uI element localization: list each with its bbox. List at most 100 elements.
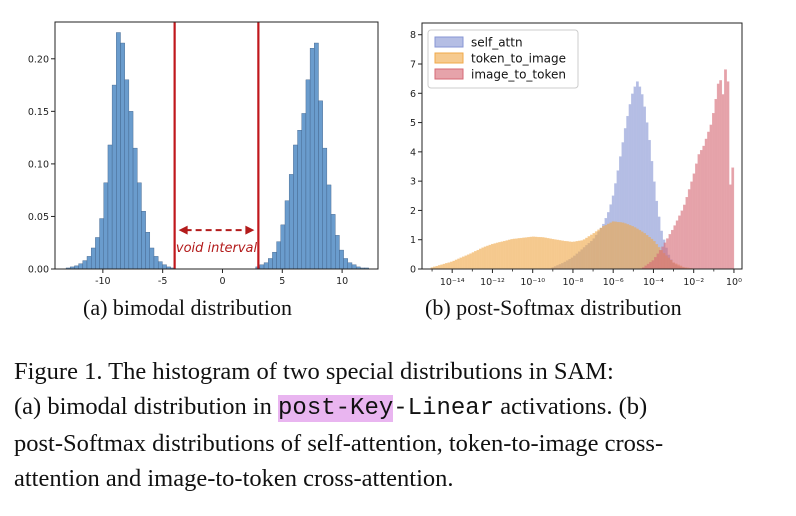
histogram-bar: [549, 238, 552, 270]
plot-frame-b: [421, 22, 743, 270]
histogram-bar: [479, 248, 482, 270]
histogram-bar: [663, 242, 667, 270]
histogram-bar: [524, 237, 528, 270]
histogram-bar: [726, 81, 730, 270]
histogram-bar: [702, 145, 706, 270]
histogram-bar: [486, 245, 489, 270]
histogram-bar: [575, 241, 579, 270]
histogram-bar: [546, 238, 550, 270]
histogram-bar: [288, 174, 294, 270]
histogram-bar: [442, 263, 446, 270]
histogram-bar: [293, 144, 298, 270]
caption-code-linear: -Linear: [393, 395, 495, 422]
histogram-bar: [330, 214, 336, 270]
histogram-bar: [297, 130, 302, 270]
caption-line-2-post: activations. (b): [494, 393, 648, 420]
histogram-bar: [611, 221, 615, 270]
histogram-bar: [671, 229, 674, 270]
histogram-bar: [495, 242, 499, 270]
histogram-bar: [602, 226, 605, 270]
histogram-bar: [599, 227, 603, 270]
legend-swatch-token-to-image: [434, 52, 464, 64]
histogram-bar: [656, 253, 660, 270]
histogram-bar: [532, 236, 535, 270]
caption-line-2-pre: (a) bimodal distribution in: [14, 393, 279, 420]
histogram-bar: [452, 260, 456, 270]
histogram-bar: [654, 257, 657, 270]
histogram-bar: [95, 237, 100, 270]
histogram-bar: [466, 254, 470, 270]
histogram-bar: [728, 184, 732, 270]
histogram-bar: [536, 236, 540, 270]
histogram-bar: [731, 167, 735, 270]
x-tick-label: -10: [95, 276, 111, 287]
x-tick-label: 10⁻²: [683, 277, 704, 288]
histogram-bar: [697, 154, 701, 270]
histogram-bar: [658, 250, 662, 270]
histogram-bar: [132, 147, 138, 270]
histogram-bar: [512, 238, 516, 270]
histogram-bar: [301, 113, 307, 270]
histogram-bar: [561, 240, 564, 270]
y-tick-label: 2: [410, 206, 416, 217]
x-tick-label: 5: [279, 276, 285, 287]
histogram-bar: [675, 220, 679, 270]
histogram-bar: [678, 215, 681, 270]
histogram-bar: [347, 262, 353, 270]
histogram-bar: [510, 239, 514, 270]
histogram-bar: [680, 210, 684, 270]
y-tick-label: 5: [410, 118, 416, 129]
plot-frame-a: [54, 21, 379, 270]
histogram-bar: [507, 239, 511, 270]
histogram-bar: [544, 237, 547, 270]
histogram-bar: [573, 241, 576, 270]
histogram-bar: [335, 235, 340, 270]
figure-caption: Figure 1. The histogram of two special d…: [14, 354, 784, 496]
histogram-bar: [450, 261, 453, 270]
histogram-bar: [614, 221, 617, 270]
histogram-bar: [120, 42, 125, 270]
histogram-bar: [690, 181, 694, 270]
histogram-bar: [592, 233, 596, 270]
chart-a-bimodal: void interval 0.00 0.05 0.10 0.15 0.20 -10 -5 0 5…: [28, 21, 379, 287]
histogram-bar: [563, 240, 567, 270]
histogram-bar: [534, 236, 538, 270]
histogram-bar: [445, 263, 448, 270]
y-tick-label: 0.20: [28, 54, 49, 65]
y-tick-label: 0.05: [28, 212, 49, 223]
histogram-bar: [635, 228, 639, 270]
subcaption-b: (b) post-Softmax distribution: [425, 295, 682, 320]
histogram-bar: [651, 260, 655, 270]
histogram-bar: [551, 238, 555, 270]
figure-1: void interval 0.00 0.05 0.10 0.15 0.20 -10 -5 0 5…: [28, 21, 743, 288]
legend-label-token-to-image: token_to_image: [471, 52, 566, 66]
histogram-bar: [515, 238, 518, 270]
histogram-bar: [343, 258, 348, 270]
histogram-bar: [631, 226, 634, 270]
histogram-bar: [145, 232, 151, 270]
caption-line-2: (a) bimodal distribution in post-Key-Lin…: [14, 389, 784, 426]
chart-b-post-softmax: 0 1 2 3 4 5 6 7 8 10⁻¹⁴ 10⁻¹² 10⁻¹⁰ 10⁻⁸ 10⁻⁶ 10⁻⁴ 10⁻²…: [410, 22, 743, 288]
histogram-bar: [556, 239, 560, 270]
legend-label-self-attn: self_attn: [471, 36, 523, 50]
histogram-bar: [517, 238, 521, 270]
histogram-bar: [590, 234, 593, 270]
caption-line-4: attention and image-to-token cross-atten…: [14, 465, 454, 492]
histogram-bar: [454, 259, 458, 270]
histogram-bar: [462, 256, 465, 270]
histogram-bar: [447, 262, 451, 270]
histogram-bar: [721, 94, 725, 270]
histogram-bar: [707, 131, 710, 270]
histogram-bar: [268, 258, 273, 270]
histogram-bar: [623, 223, 627, 270]
histogram-bar: [578, 240, 581, 270]
legend-swatch-image-to-token: [434, 68, 464, 80]
histogram-bar: [522, 237, 526, 270]
histogram-bar: [481, 247, 485, 270]
histogram-bar: [491, 243, 494, 270]
histogram-bar: [305, 79, 311, 270]
x-tick-label: -5: [158, 276, 167, 287]
x-tick-label: 10⁻⁸: [562, 277, 583, 288]
histogram-bar: [695, 163, 698, 270]
histogram-bar: [483, 246, 487, 270]
